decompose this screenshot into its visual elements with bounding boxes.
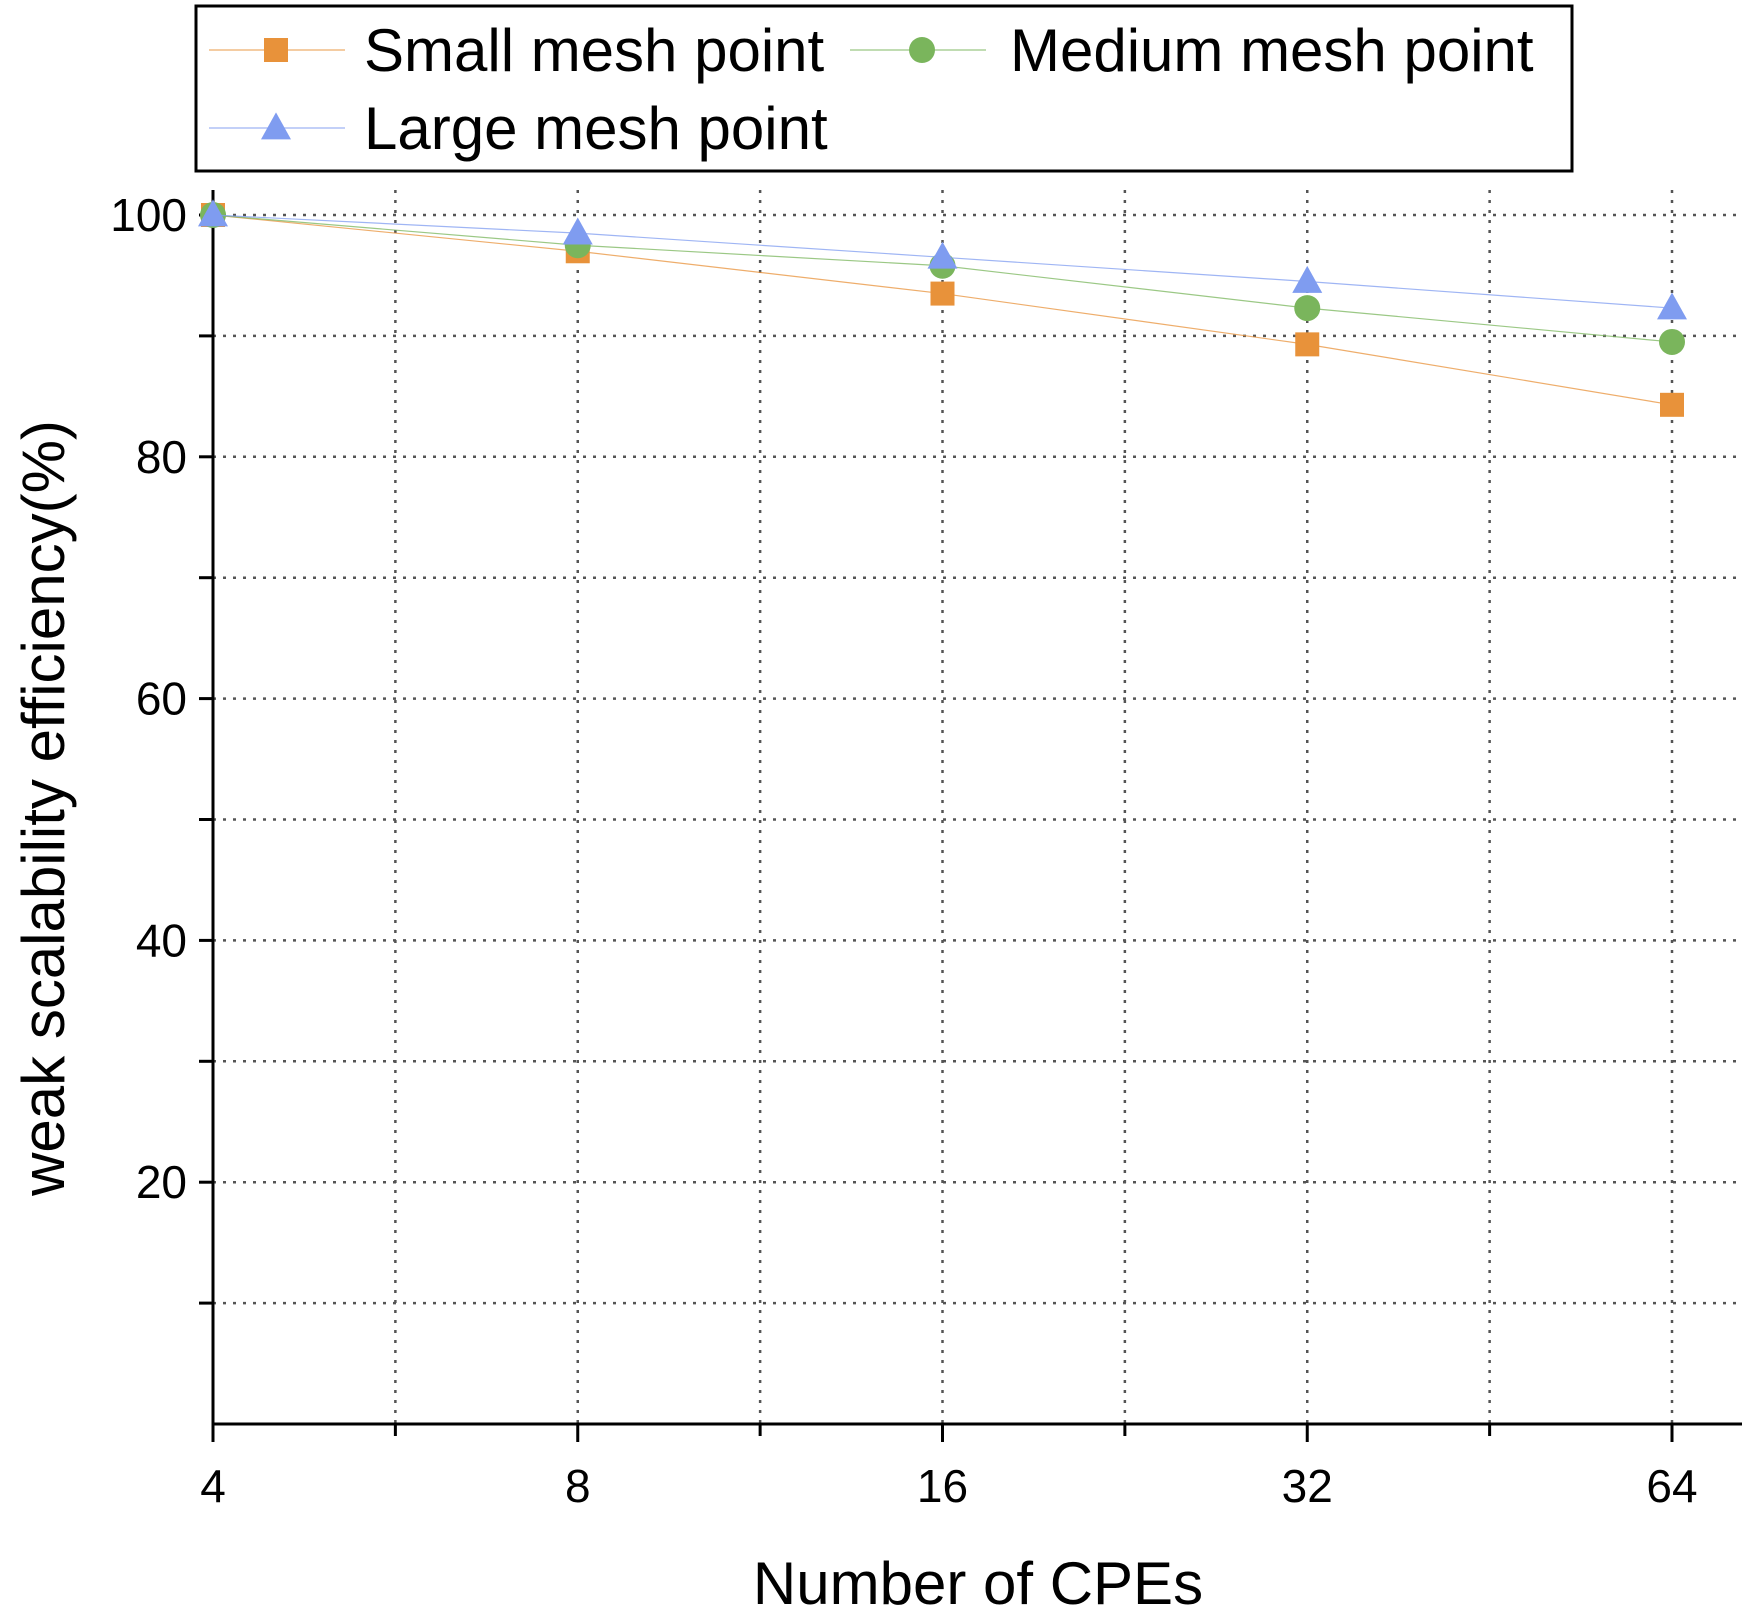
x-tick-label: 64 <box>1646 1460 1697 1512</box>
series-triangle <box>198 199 1687 320</box>
legend-label: Small mesh point <box>364 17 825 84</box>
y-tick-label: 80 <box>136 431 187 483</box>
legend-marker <box>261 112 291 140</box>
legend-item: Small mesh point <box>209 17 825 84</box>
legend-marker <box>264 38 288 62</box>
data-point <box>1657 292 1687 320</box>
legend-frame <box>194 4 1574 173</box>
legend: Small mesh point Medium mesh point Large m… <box>194 4 1574 173</box>
series-layer <box>198 199 1687 417</box>
ticks: 20 40 60 80 100 4 8 16 32 64 <box>110 189 1697 1512</box>
grid <box>211 190 1742 1424</box>
legend-item: Large mesh point <box>209 95 828 162</box>
legend-label: Medium mesh point <box>1010 17 1534 84</box>
axes <box>211 190 1742 1426</box>
x-tick-label: 4 <box>200 1460 226 1512</box>
y-tick-label: 40 <box>136 914 187 966</box>
data-point <box>1660 392 1684 417</box>
data-point <box>1292 265 1323 293</box>
data-point <box>198 199 228 227</box>
y-tick-label: 20 <box>136 1156 187 1208</box>
data-point <box>562 217 593 245</box>
y-tick-label: 100 <box>110 189 187 241</box>
y-axis-title: weak scalability efficiency(%) <box>10 420 77 1197</box>
x-tick-label: 16 <box>917 1460 968 1512</box>
series-square <box>201 203 1684 417</box>
legend-marker <box>909 37 935 63</box>
x-axis-title: Number of CPEs <box>753 1550 1203 1617</box>
data-point <box>1294 295 1321 322</box>
x-tick-label: 8 <box>565 1460 591 1512</box>
data-point <box>930 281 955 306</box>
data-point <box>1659 328 1685 355</box>
x-tick-label: 32 <box>1282 1460 1333 1512</box>
data-point <box>927 241 958 269</box>
legend-label: Large mesh point <box>364 95 828 162</box>
y-tick-label: 60 <box>136 673 187 725</box>
legend-item: Medium mesh point <box>850 17 1534 84</box>
data-point <box>1295 332 1320 357</box>
